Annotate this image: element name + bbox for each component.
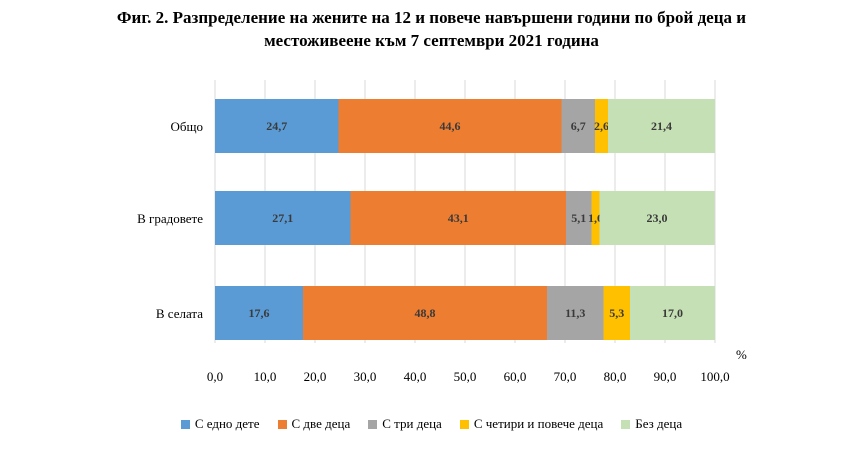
bar-segment xyxy=(630,286,715,340)
legend-swatch xyxy=(621,419,631,429)
x-tick-label: 20,0 xyxy=(304,369,327,384)
x-tick-label: 80,0 xyxy=(604,369,627,384)
x-tick-label: 40,0 xyxy=(404,369,427,384)
bar-segment xyxy=(215,286,303,340)
bar-segment xyxy=(561,99,595,153)
legend-swatch xyxy=(368,419,378,429)
x-axis-unit: % xyxy=(736,347,747,362)
category-label: Общо xyxy=(170,119,203,134)
legend-label: С две деца xyxy=(291,416,351,431)
bar-segment xyxy=(603,286,630,340)
data-label: 5,3 xyxy=(609,306,624,320)
x-tick-label: 30,0 xyxy=(354,369,377,384)
legend-item: Без деца xyxy=(621,416,682,432)
legend-label: С четири и повече деца xyxy=(473,416,604,431)
legend-label: С три деца xyxy=(382,416,442,431)
legend: С едно дете С две деца С три деца С четири … xyxy=(0,416,863,432)
bar-segment xyxy=(303,286,547,340)
data-label: 21,4 xyxy=(651,119,672,133)
plot-area: 24,7 44,6 6,7 2,6 21,4 27,1 43,1 5,1 1,6 23,0 17,6… xyxy=(137,80,747,384)
bar-segment xyxy=(599,191,715,245)
data-label: 17,0 xyxy=(662,306,683,320)
legend-item: С едно дете xyxy=(180,416,260,432)
bar-segment xyxy=(350,191,566,245)
x-tick-label: 10,0 xyxy=(254,369,277,384)
data-label: 43,1 xyxy=(448,211,469,225)
data-label: 2,6 xyxy=(594,119,609,133)
data-label: 48,8 xyxy=(415,306,436,320)
data-label: 24,7 xyxy=(266,119,287,133)
data-label: 44,6 xyxy=(440,119,461,133)
x-tick-label: 70,0 xyxy=(554,369,577,384)
bar-segment xyxy=(547,286,604,340)
bar-segment xyxy=(595,99,608,153)
x-tick-label: 50,0 xyxy=(454,369,477,384)
data-label: 5,1 xyxy=(571,211,586,225)
legend-item: С две деца xyxy=(277,416,351,432)
x-tick-label: 0,0 xyxy=(207,369,223,384)
data-label: 27,1 xyxy=(272,211,293,225)
bar-segment xyxy=(608,99,715,153)
data-label: 17,6 xyxy=(249,306,270,320)
data-label: 6,7 xyxy=(571,119,586,133)
legend-label: С едно дете xyxy=(194,416,260,431)
category-label: В селата xyxy=(156,306,203,321)
bar-segment xyxy=(215,99,339,153)
bar-segment xyxy=(591,191,600,245)
bar-segment xyxy=(338,99,562,153)
x-tick-label: 90,0 xyxy=(654,369,677,384)
bar-segment xyxy=(215,191,351,245)
legend-item: С четири и повече деца xyxy=(459,416,604,432)
x-tick-label: 100,0 xyxy=(700,369,729,384)
data-label: 1,6 xyxy=(588,211,603,225)
legend-swatch xyxy=(277,419,287,429)
chart-title-line-2: местоживеене към 7 септември 2021 година xyxy=(264,31,599,50)
legend-item: С три деца xyxy=(368,416,442,432)
legend-swatch xyxy=(180,419,190,429)
data-label: 23,0 xyxy=(647,211,668,225)
chart-title-line-1: Фиг. 2. Разпределение на жените на 12 и … xyxy=(116,8,747,27)
x-tick-label: 60,0 xyxy=(504,369,527,384)
bar-segment xyxy=(566,191,592,245)
category-label: В градовете xyxy=(137,211,203,226)
legend-label: Без деца xyxy=(635,416,683,431)
legend-swatch xyxy=(459,419,469,429)
data-label: 11,3 xyxy=(565,306,585,320)
